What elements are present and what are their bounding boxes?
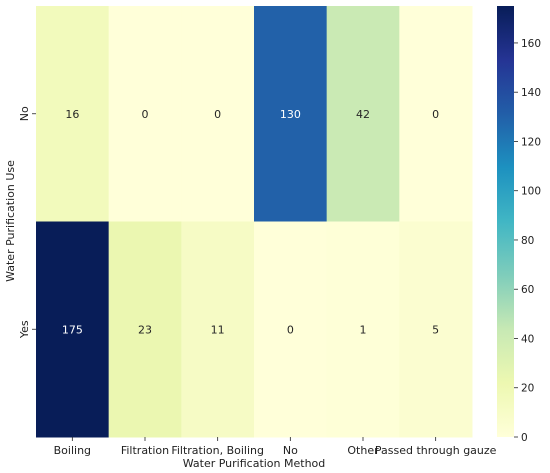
x-axis-label: Water Purification Method (183, 457, 326, 470)
heatmap-cell (254, 6, 328, 222)
heatmap-cell (326, 6, 400, 222)
heatmap-cell (326, 221, 400, 438)
x-tick-label: Filtration, Boiling (171, 444, 264, 457)
heatmap-cells (36, 6, 473, 438)
heatmap-cell (36, 221, 110, 438)
x-tick-label: Boiling (54, 444, 91, 457)
cell-value-label: 1 (360, 323, 367, 336)
cell-value-label: 130 (280, 108, 301, 121)
y-axis-label: Water Purification Use (4, 160, 17, 282)
colorbar-tick-label: 60 (521, 284, 534, 296)
heatmap-cell (181, 6, 255, 222)
colorbar-tick-label: 20 (521, 383, 534, 395)
y-axis-ticks: No Yes (18, 106, 36, 339)
heatmap-cell (36, 6, 110, 222)
cell-value-label: 23 (138, 323, 152, 336)
x-axis-ticks: Boiling Filtration Filtration, Boiling No Ot… (54, 437, 497, 457)
cell-value-label: 0 (432, 108, 439, 121)
heatmap-cell-labels: 16 0 0 130 42 0 175 23 11 0 1 5 (62, 108, 439, 337)
cell-value-label: 0 (287, 323, 294, 336)
heatmap-cell (108, 221, 182, 438)
cell-value-label: 5 (432, 323, 439, 336)
x-tick-label: Filtration (121, 444, 169, 457)
cell-value-label: 16 (65, 108, 79, 121)
heatmap-cell (181, 221, 255, 438)
colorbar-tick-label: 120 (521, 136, 541, 148)
colorbar: 0 20 40 60 80 100 120 140 160 (497, 6, 541, 444)
colorbar-ticks: 0 20 40 60 80 100 120 140 160 (514, 38, 541, 444)
colorbar-tick-label: 160 (521, 38, 541, 50)
x-tick-label: No (283, 444, 298, 457)
cell-value-label: 175 (62, 323, 83, 336)
y-tick-label: No (18, 106, 31, 121)
heatmap-cell (399, 221, 473, 438)
colorbar-gradient (497, 6, 514, 437)
cell-value-label: 0 (214, 108, 221, 121)
x-tick-label: Passed through gauze (375, 444, 497, 457)
colorbar-tick-label: 100 (521, 186, 541, 198)
cell-value-label: 42 (356, 108, 370, 121)
heatmap-cell (108, 6, 182, 222)
cell-value-label: 0 (142, 108, 149, 121)
colorbar-tick-label: 40 (521, 333, 534, 345)
y-tick-label: Yes (18, 320, 31, 339)
colorbar-tick-label: 0 (521, 432, 528, 444)
heatmap-cell (399, 6, 473, 222)
x-tick-label: Other (347, 444, 379, 457)
colorbar-tick-label: 140 (521, 87, 541, 99)
colorbar-tick-label: 80 (521, 235, 534, 247)
heatmap-cell (254, 221, 328, 438)
cell-value-label: 11 (211, 323, 225, 336)
